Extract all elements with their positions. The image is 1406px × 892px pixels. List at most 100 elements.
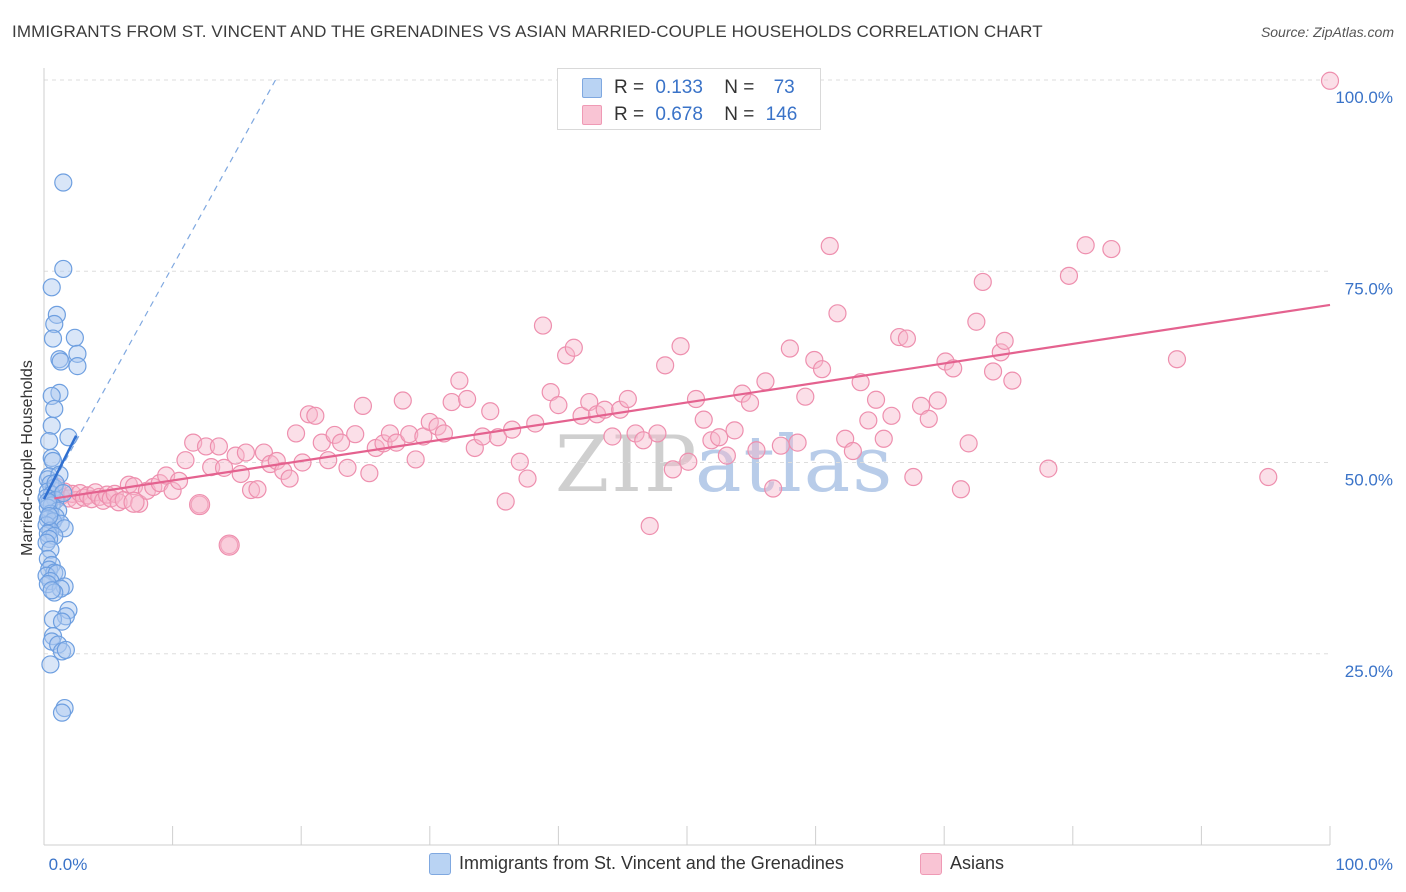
vincent-point xyxy=(52,703,72,722)
asians-point xyxy=(353,396,373,415)
asians-point xyxy=(1003,371,1022,390)
asians-point xyxy=(1320,71,1340,90)
asians-point xyxy=(764,479,783,498)
asians-point xyxy=(640,516,659,536)
vincent-point xyxy=(43,329,63,348)
asians-point xyxy=(796,387,815,406)
vincent-point xyxy=(65,328,84,347)
vincent-point xyxy=(54,173,73,192)
vincent-point xyxy=(51,352,70,371)
asians-point xyxy=(747,441,766,460)
asians-point xyxy=(788,433,807,452)
stats-text: R = 0.678 N = 146 xyxy=(614,104,797,126)
vincent-point xyxy=(45,526,64,546)
asians-point xyxy=(626,424,645,443)
asians-point xyxy=(694,410,713,429)
vincent-point xyxy=(40,506,59,526)
asians-point xyxy=(859,411,878,430)
asians-point xyxy=(780,339,799,358)
asians-point xyxy=(1102,239,1121,259)
asians-point xyxy=(406,450,425,469)
y-tick-label: 100.0% xyxy=(1335,88,1393,107)
asians-point xyxy=(393,391,412,410)
asians-point xyxy=(306,406,325,425)
asians-point xyxy=(725,421,744,440)
asians-point xyxy=(123,491,145,513)
asians-point xyxy=(248,480,267,499)
y-tick-label: 75.0% xyxy=(1345,279,1393,298)
asians-point xyxy=(866,390,886,409)
vincent-point xyxy=(41,655,60,674)
asians-point xyxy=(236,443,256,462)
vincent-point xyxy=(42,278,61,297)
chart-title: IMMIGRANTS FROM ST. VINCENT AND THE GREN… xyxy=(12,22,1043,41)
asians-point xyxy=(176,451,195,470)
y-tick-labels: 100.0% 75.0% 50.0% 25.0% xyxy=(1335,88,1393,681)
asians-point xyxy=(919,409,938,428)
asians-point xyxy=(890,327,909,347)
legend-swatch-blue xyxy=(582,78,602,98)
vincent-point xyxy=(54,259,73,279)
asians-point xyxy=(771,436,790,455)
n-label: N = xyxy=(724,77,755,98)
vincent-point xyxy=(56,640,75,660)
asians-point xyxy=(967,312,986,331)
asians-point xyxy=(450,371,469,390)
r-label: R = xyxy=(614,77,645,98)
vincent-point xyxy=(68,357,87,376)
vincent-point xyxy=(41,571,60,591)
asians-point xyxy=(717,446,736,465)
asians-point xyxy=(218,534,240,556)
asians-point xyxy=(995,331,1014,350)
vincent-trend-line xyxy=(42,435,78,500)
asians-points xyxy=(47,71,1340,556)
asians-point xyxy=(299,405,319,424)
asians-point xyxy=(618,389,637,409)
asians-point xyxy=(710,428,729,447)
stats-legend: R = 0.133 N = 73 R = 0.678 N = 146 xyxy=(557,68,821,130)
asians-point xyxy=(280,469,299,488)
r-value: 0.133 xyxy=(655,77,703,98)
asians-point xyxy=(286,424,306,443)
x-tick-labels: 0.0% 100.0% xyxy=(43,826,1393,874)
asians-point xyxy=(973,272,992,292)
legend-swatch-pink xyxy=(582,105,602,125)
vincent-point xyxy=(52,612,72,631)
asians-point xyxy=(820,236,839,256)
asians-point xyxy=(442,392,461,412)
asians-point xyxy=(331,433,351,452)
asians-point xyxy=(603,427,622,446)
asians-point xyxy=(1167,350,1187,369)
vincent-trend-extension xyxy=(43,79,277,500)
vincent-point xyxy=(45,399,64,419)
asians-point xyxy=(812,360,832,379)
legend-label: Immigrants from St. Vincent and the Gren… xyxy=(459,853,844,873)
asians-point xyxy=(1259,467,1278,487)
asians-point xyxy=(400,425,419,444)
vincent-points xyxy=(37,173,87,722)
asians-point xyxy=(428,417,447,436)
asians-point xyxy=(557,346,576,365)
r-value: 0.678 xyxy=(655,104,703,125)
asians-point xyxy=(226,446,245,465)
asians-point xyxy=(196,437,216,456)
asians-point xyxy=(882,406,901,425)
asians-point xyxy=(549,396,568,415)
asians-point xyxy=(983,362,1003,381)
y-tick-label: 25.0% xyxy=(1345,662,1393,681)
asians-point xyxy=(380,424,400,443)
asians-point xyxy=(679,452,698,471)
chart-source: Source: ZipAtlas.com xyxy=(1260,24,1394,40)
asians-point xyxy=(1039,459,1058,478)
stats-text: R = 0.133 N = 73 xyxy=(614,77,795,99)
asians-point xyxy=(189,493,211,516)
x-tick-label: 0.0% xyxy=(49,855,88,874)
asians-point xyxy=(843,441,862,461)
legend-swatch-blue xyxy=(429,853,451,875)
vincent-point xyxy=(40,431,59,451)
asians-point xyxy=(190,495,209,514)
asians-point xyxy=(163,481,182,500)
legend-swatch-pink xyxy=(920,853,942,875)
asians-point xyxy=(951,480,971,499)
